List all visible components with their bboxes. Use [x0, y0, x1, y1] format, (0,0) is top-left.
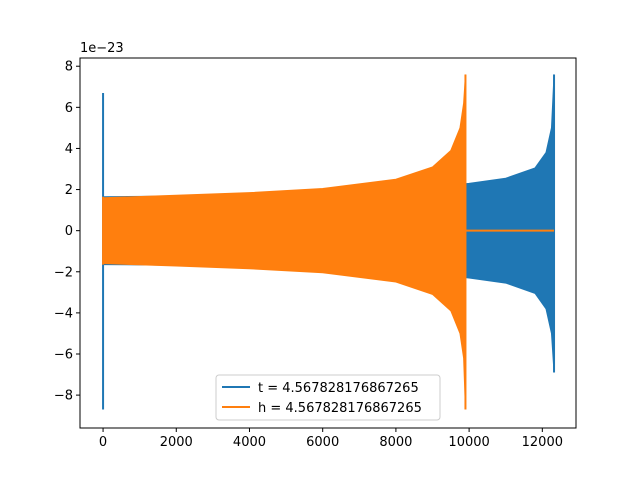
y-tick-label: 8: [65, 60, 73, 75]
y-tick-label: 0: [65, 224, 73, 239]
x-tick-label: 10000: [448, 435, 489, 450]
x-tick-label: 4000: [233, 435, 266, 450]
y-offset-label: 1e−23: [80, 41, 124, 56]
plot-area-frame: [79, 57, 577, 429]
y-tick-label: −4: [54, 306, 73, 321]
y-tick-label: 4: [65, 142, 73, 157]
legend-label-h: h = 4.567828176867265: [258, 401, 422, 416]
x-tick-label: 0: [99, 435, 107, 450]
y-tick-label: 6: [65, 101, 73, 116]
series-h: [102, 74, 555, 410]
legend: t = 4.567828176867265 h = 4.567828176867…: [215, 374, 441, 421]
y-tick-label: 2: [65, 183, 73, 198]
legend-box: [215, 374, 441, 421]
y-tick-label: −8: [54, 389, 73, 404]
y-tick-label: −2: [54, 265, 73, 280]
y-axis: −8 −6 −4 −2 0 2 4 6 8: [54, 60, 80, 404]
series-layer: [102, 74, 556, 410]
x-tick-label: 8000: [379, 435, 412, 450]
x-tick-label: 2000: [160, 435, 193, 450]
series-band: [102, 74, 466, 410]
x-tick-label: 6000: [306, 435, 339, 450]
y-tick-label: −6: [54, 348, 73, 363]
x-axis: 0 2000 4000 6000 8000 10000 12000: [99, 428, 563, 450]
x-tick-label: 12000: [522, 435, 563, 450]
legend-label-t: t = 4.567828176867265: [258, 381, 419, 396]
